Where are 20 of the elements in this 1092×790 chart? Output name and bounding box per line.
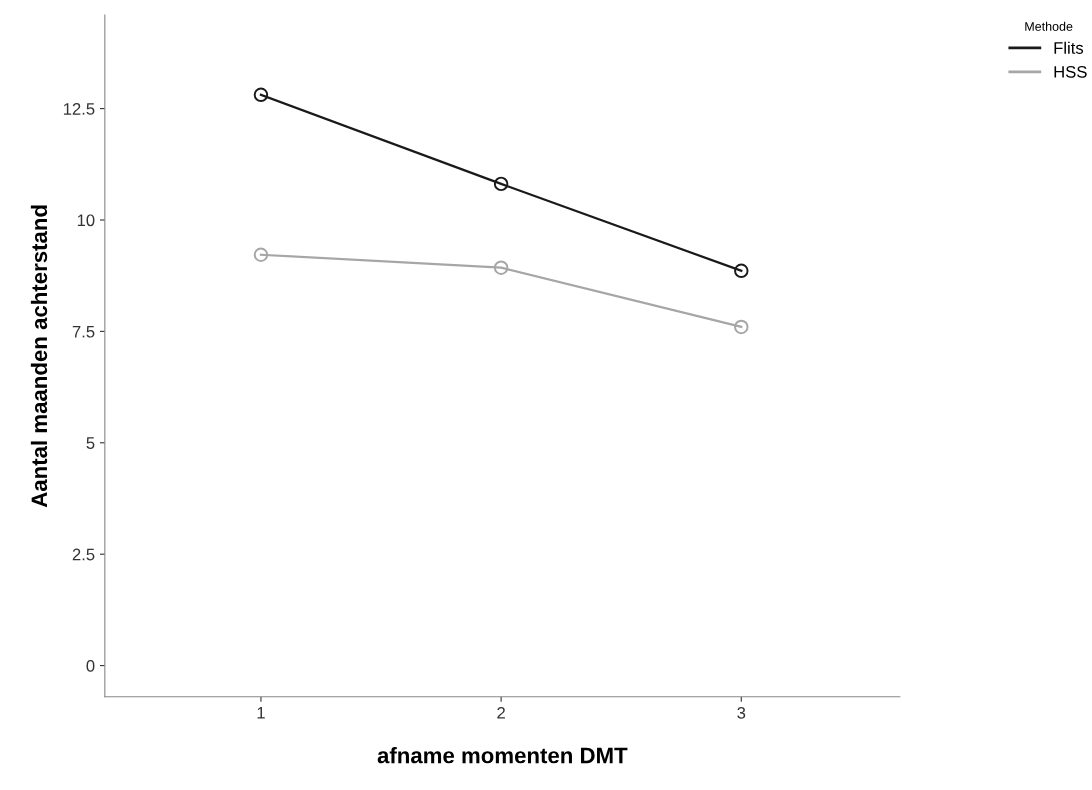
- y-tick-label: 0: [86, 659, 95, 672]
- point: [253, 87, 269, 102]
- point: [734, 263, 749, 278]
- x-tick-label: 1: [257, 707, 265, 719]
- legend-label: Flits: [1054, 41, 1084, 54]
- y-tick-label: 7.5: [72, 325, 95, 338]
- point: [734, 319, 749, 335]
- point: [253, 247, 269, 262]
- y-axis-title: Aantal maanden achterstand: [30, 205, 48, 508]
- x-tick-label: 3: [737, 706, 746, 719]
- point: [493, 260, 509, 275]
- legend-title: Methode: [1025, 21, 1073, 31]
- point: [493, 176, 509, 192]
- y-tick-label: 10: [77, 214, 95, 227]
- y-tick-label: 5: [86, 437, 95, 449]
- y-tick-label: 2.5: [72, 548, 95, 561]
- x-tick-label: 2: [497, 706, 505, 719]
- legend-label: HSS: [1054, 65, 1087, 78]
- y-tick-label: 12.5: [63, 102, 95, 115]
- x-axis-title: afname momenten DMT: [377, 747, 628, 764]
